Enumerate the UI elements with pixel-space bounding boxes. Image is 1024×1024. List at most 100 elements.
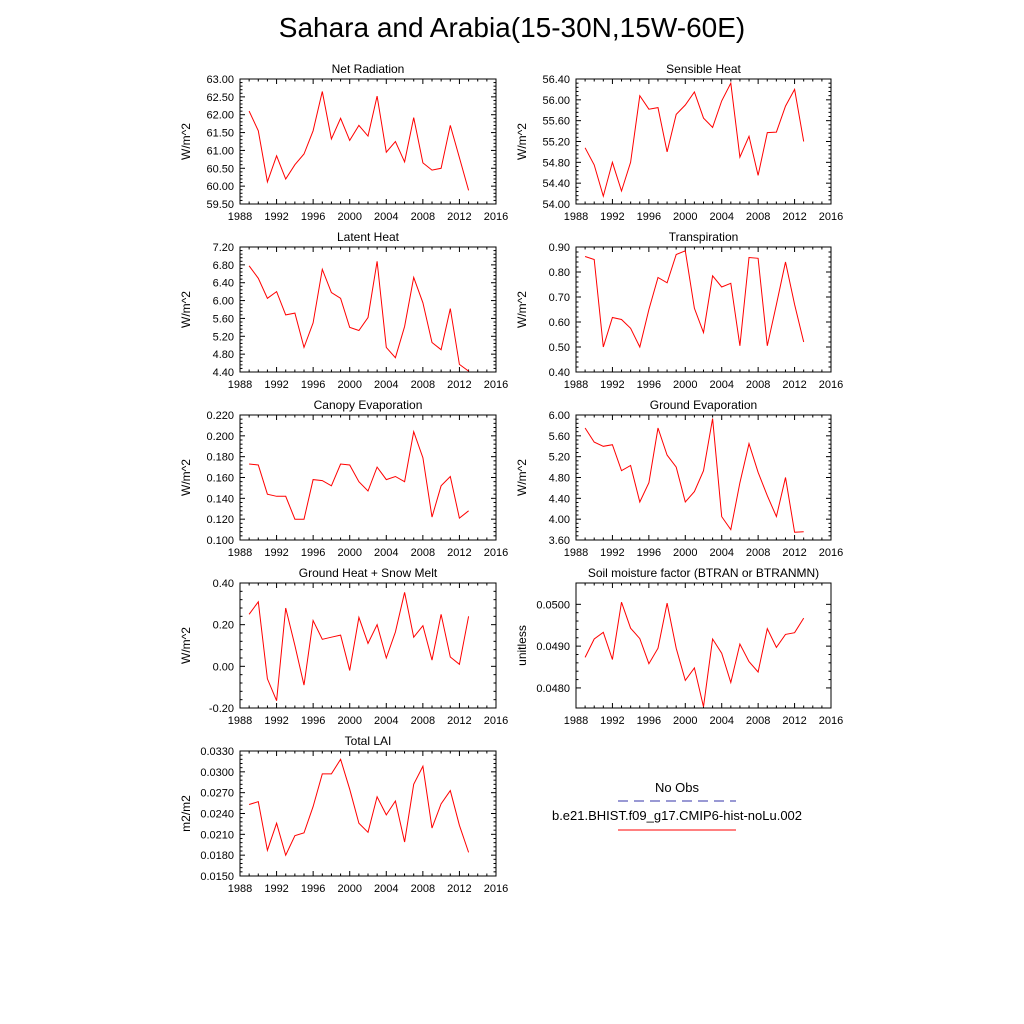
x-tick-label: 2012 xyxy=(447,379,471,391)
y-tick-label: 55.20 xyxy=(542,137,570,149)
y-tick-label: 0.0180 xyxy=(200,850,234,862)
y-tick-label: 0.0150 xyxy=(200,871,234,883)
x-tick-label: 1996 xyxy=(637,379,661,391)
y-tick-label: 4.00 xyxy=(549,514,570,526)
y-tick-label: 61.50 xyxy=(206,128,234,140)
x-tick-label: 2004 xyxy=(709,379,733,391)
x-tick-label: 2000 xyxy=(673,715,697,727)
x-tick-label: 2008 xyxy=(746,211,770,223)
x-tick-label: 1996 xyxy=(301,715,325,727)
x-tick-label: 2012 xyxy=(447,715,471,727)
y-tick-label: 0.120 xyxy=(206,514,234,526)
series-line xyxy=(248,592,470,701)
y-tick-label: 4.40 xyxy=(213,367,234,379)
panel-1: Sensible Heat W/m^2 1988 1992 1996 2000 2004 20… xyxy=(515,62,843,223)
y-tick-label: 60.00 xyxy=(206,181,234,193)
y-tick-label: 0.200 xyxy=(206,431,234,443)
panel-title: Ground Heat + Snow Melt xyxy=(299,566,438,580)
x-tick-label: 2008 xyxy=(746,547,770,559)
x-tick-label: 2008 xyxy=(746,379,770,391)
y-tick-label: 0.50 xyxy=(549,342,570,354)
x-tick-label: 2016 xyxy=(819,379,843,391)
y-axis-label: m2/m2 xyxy=(179,795,193,832)
legend-obs-label: No Obs xyxy=(655,780,700,795)
panel-title: Latent Heat xyxy=(337,230,400,244)
x-tick-label: 2000 xyxy=(337,547,361,559)
y-tick-label: 0.0480 xyxy=(536,683,570,695)
y-tick-label: 5.20 xyxy=(549,452,570,464)
x-tick-label: 2008 xyxy=(411,547,435,559)
y-tick-label: 4.80 xyxy=(213,349,234,361)
x-tick-label: 2004 xyxy=(374,547,398,559)
plot-frame xyxy=(239,78,497,205)
x-tick-label: 2012 xyxy=(782,715,806,727)
x-tick-label: 2000 xyxy=(673,211,697,223)
panel-title: Total LAI xyxy=(345,734,392,748)
y-tick-label: 0.0240 xyxy=(200,809,234,821)
y-tick-label: 62.50 xyxy=(206,92,234,104)
x-tick-label: 1996 xyxy=(301,883,325,895)
series-line xyxy=(248,91,470,191)
y-tick-label: 5.60 xyxy=(213,313,234,325)
x-tick-label: 1992 xyxy=(264,379,288,391)
panel-3: Transpiration W/m^2 1988 1992 1996 2000 2004 20… xyxy=(515,230,843,391)
series-line xyxy=(248,261,469,372)
panel-0: Net Radiation W/m^2 1988 1992 1996 2000 2004 20… xyxy=(179,62,508,223)
x-tick-label: 2016 xyxy=(484,547,508,559)
x-tick-label: 1996 xyxy=(301,547,325,559)
y-tick-label: 0.100 xyxy=(206,535,234,547)
x-tick-label: 1996 xyxy=(301,211,325,223)
x-tick-label: 2008 xyxy=(746,715,770,727)
plot-frame xyxy=(239,750,497,877)
y-tick-label: 0.40 xyxy=(213,578,234,590)
series-line xyxy=(584,418,804,533)
y-tick-label: 5.20 xyxy=(213,331,234,343)
x-tick-label: 1988 xyxy=(564,211,588,223)
y-tick-label: 55.60 xyxy=(542,116,570,128)
x-tick-label: 1988 xyxy=(564,547,588,559)
y-tick-label: 54.00 xyxy=(542,199,570,211)
y-tick-label: 5.60 xyxy=(549,431,570,443)
y-axis-label: W/m^2 xyxy=(179,123,193,160)
x-tick-label: 2016 xyxy=(819,211,843,223)
panel-5: Ground Evaporation W/m^2 1988 1992 1996 2000 2… xyxy=(515,398,843,559)
x-tick-label: 2012 xyxy=(782,547,806,559)
panel-title: Canopy Evaporation xyxy=(314,398,423,412)
y-axis-label: W/m^2 xyxy=(515,459,529,496)
y-tick-label: -0.20 xyxy=(209,703,234,715)
x-tick-label: 2000 xyxy=(673,379,697,391)
x-tick-label: 1992 xyxy=(600,379,624,391)
y-tick-label: 6.80 xyxy=(213,260,234,272)
x-tick-label: 2016 xyxy=(819,715,843,727)
x-tick-label: 1992 xyxy=(600,715,624,727)
panel-7: Soil moisture factor (BTRAN or BTRANMN) u… xyxy=(515,566,843,727)
x-tick-label: 1988 xyxy=(228,379,252,391)
x-tick-label: 2012 xyxy=(782,211,806,223)
x-tick-label: 2004 xyxy=(374,715,398,727)
y-axis-label: W/m^2 xyxy=(179,291,193,328)
y-tick-label: 0.0300 xyxy=(200,767,234,779)
x-tick-label: 2008 xyxy=(411,715,435,727)
y-axis-label: unitless xyxy=(515,625,529,666)
panel-title: Soil moisture factor (BTRAN or BTRANMN) xyxy=(588,566,819,580)
x-tick-label: 1996 xyxy=(301,379,325,391)
y-axis-label: W/m^2 xyxy=(515,123,529,160)
x-tick-label: 2008 xyxy=(411,211,435,223)
y-tick-label: 0.40 xyxy=(549,367,570,379)
y-tick-label: 60.50 xyxy=(206,163,234,175)
series-line xyxy=(584,81,805,199)
panel-8: Total LAI m2/m2 1988 1992 1996 2000 2004 2008 20… xyxy=(179,734,508,895)
y-tick-label: 56.00 xyxy=(542,95,570,107)
x-tick-label: 2004 xyxy=(709,715,733,727)
y-axis-label: W/m^2 xyxy=(515,291,529,328)
panel-title: Sensible Heat xyxy=(666,62,741,76)
panels: Net Radiation W/m^2 1988 1992 1996 2000 2004 20… xyxy=(179,62,843,895)
y-tick-label: 0.0490 xyxy=(536,641,570,653)
panel-4: Canopy Evaporation W/m^2 1988 1992 1996 2000 2… xyxy=(179,398,508,559)
plot-frame xyxy=(575,78,832,205)
y-tick-label: 0.0500 xyxy=(536,599,570,611)
x-tick-label: 2012 xyxy=(447,211,471,223)
x-tick-label: 1996 xyxy=(637,547,661,559)
x-tick-label: 2000 xyxy=(337,379,361,391)
y-tick-label: 0.90 xyxy=(549,242,570,254)
